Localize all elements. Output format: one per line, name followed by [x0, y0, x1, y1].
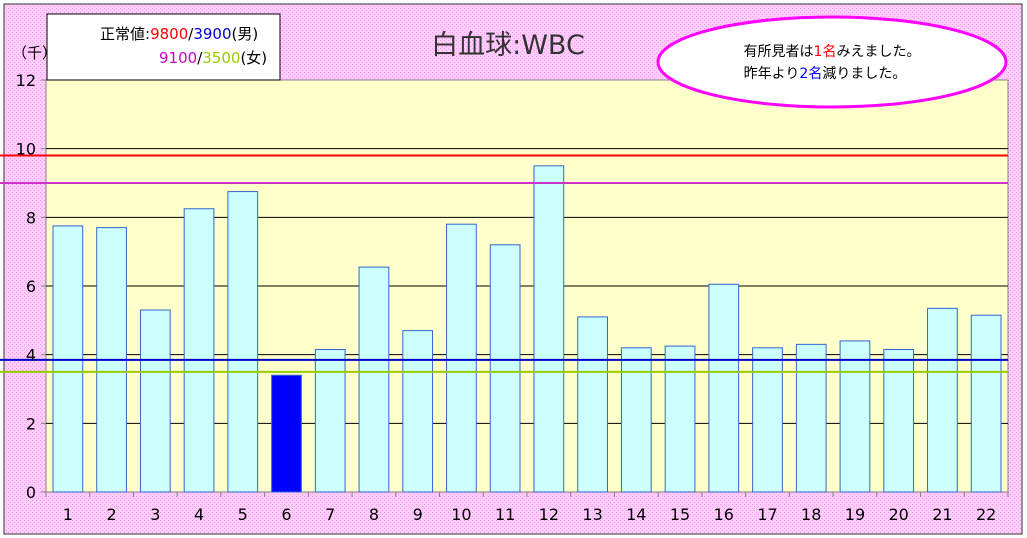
y-tick-label-0: 0 — [26, 483, 36, 502]
x-tick-label-10: 10 — [451, 505, 471, 524]
note-line-1: 有所見者は1名みえました。 — [744, 44, 921, 60]
bar-15 — [664, 345, 696, 493]
y-tick-label-4: 4 — [26, 346, 36, 365]
bar-6 — [271, 374, 302, 493]
y-tick-label-12: 12 — [16, 71, 36, 90]
x-tick-label-6: 6 — [281, 505, 291, 524]
bar-5 — [227, 191, 259, 493]
y-tick-label-6: 6 — [26, 277, 36, 296]
x-tick-label-1: 1 — [63, 505, 73, 524]
reference-lines — [0, 154, 1008, 373]
x-tick-label-16: 16 — [714, 505, 734, 524]
x-tick-label-22: 22 — [976, 505, 996, 524]
note-line-2-text-b: 減りました。 — [822, 65, 906, 82]
male-suffix: (男) — [232, 25, 259, 43]
male-low-value: 3900 — [193, 25, 231, 43]
male-high-value: 9800 — [150, 25, 188, 43]
bar-7 — [314, 349, 346, 493]
y-axis: 0 2 4 6 8 10 12 — [16, 71, 46, 502]
female-high-value: 9100 — [159, 49, 197, 67]
normal-values-prefix: 正常値: — [100, 25, 150, 43]
x-tick-label-14: 14 — [626, 505, 646, 524]
male-separator: / — [188, 25, 194, 43]
bar-14 — [620, 347, 652, 493]
x-tick-label-5: 5 — [238, 505, 248, 524]
bar-20 — [883, 349, 915, 493]
x-tick-label-21: 21 — [932, 505, 952, 524]
y-tick-label-8: 8 — [26, 208, 36, 227]
bar-16 — [708, 283, 740, 493]
x-tick-label-18: 18 — [801, 505, 821, 524]
bar-21 — [927, 307, 958, 493]
x-tick-label-3: 3 — [150, 505, 160, 524]
note-line-2: 昨年より2名減りました。 — [744, 65, 907, 82]
x-tick-label-17: 17 — [757, 505, 777, 524]
bar-8 — [358, 266, 390, 493]
female-low-value: 3500 — [202, 49, 240, 67]
bar-12 — [533, 165, 565, 493]
note-line-1-text-b: みえました。 — [836, 44, 920, 60]
x-tick-label-20: 20 — [889, 505, 909, 524]
x-tick-label-9: 9 — [413, 505, 423, 524]
y-tick-label-10: 10 — [16, 140, 36, 159]
x-tick-label-11: 11 — [495, 505, 515, 524]
bar-17 — [752, 347, 783, 493]
x-tick-label-15: 15 — [670, 505, 690, 524]
note-bubble: 有所見者は1名みえました。 昨年より2名減りました。 — [656, 15, 1008, 109]
x-axis: 1 2 3 4 5 6 7 8 9 10 11 12 13 14 15 16 17 18 19 20 21 22 — [45, 492, 1009, 524]
bars — [52, 165, 1002, 493]
female-suffix: (女) — [240, 49, 267, 67]
bar-10 — [446, 223, 477, 493]
bar-4 — [183, 208, 215, 493]
bar-3 — [139, 309, 171, 493]
bar-18 — [795, 343, 827, 493]
chart-title: 白血球:WBC — [431, 30, 585, 61]
normal-values-box: 正常値:9800/3900(男) 9100/3500(女) — [46, 13, 281, 81]
bar-11 — [489, 244, 521, 493]
x-tick-label-12: 12 — [539, 505, 559, 524]
bar-13 — [577, 316, 608, 493]
x-tick-label-4: 4 — [194, 505, 204, 524]
female-separator: / — [197, 49, 203, 67]
y-tick-label-2: 2 — [26, 414, 36, 433]
x-tick-label-8: 8 — [369, 505, 379, 524]
normal-values-male-line: 正常値:9800/3900(男) — [100, 25, 258, 43]
x-tick-label-2: 2 — [106, 505, 116, 524]
note-line-2-text-a: 昨年より — [744, 66, 800, 82]
x-tick-label-7: 7 — [325, 505, 335, 524]
bar-22 — [970, 314, 1002, 493]
note-line-2-number: 2名 — [799, 66, 822, 82]
note-line-1-text-a: 有所見者は — [744, 44, 814, 60]
bar-19 — [839, 340, 871, 493]
x-tick-label-13: 13 — [582, 505, 602, 524]
normal-values-female-line: 9100/3500(女) — [159, 49, 267, 67]
bar-9 — [402, 330, 434, 493]
x-tick-label-19: 19 — [845, 505, 865, 524]
note-line-1-number: 1名 — [814, 44, 837, 60]
y-unit-label: （千） — [12, 44, 57, 62]
